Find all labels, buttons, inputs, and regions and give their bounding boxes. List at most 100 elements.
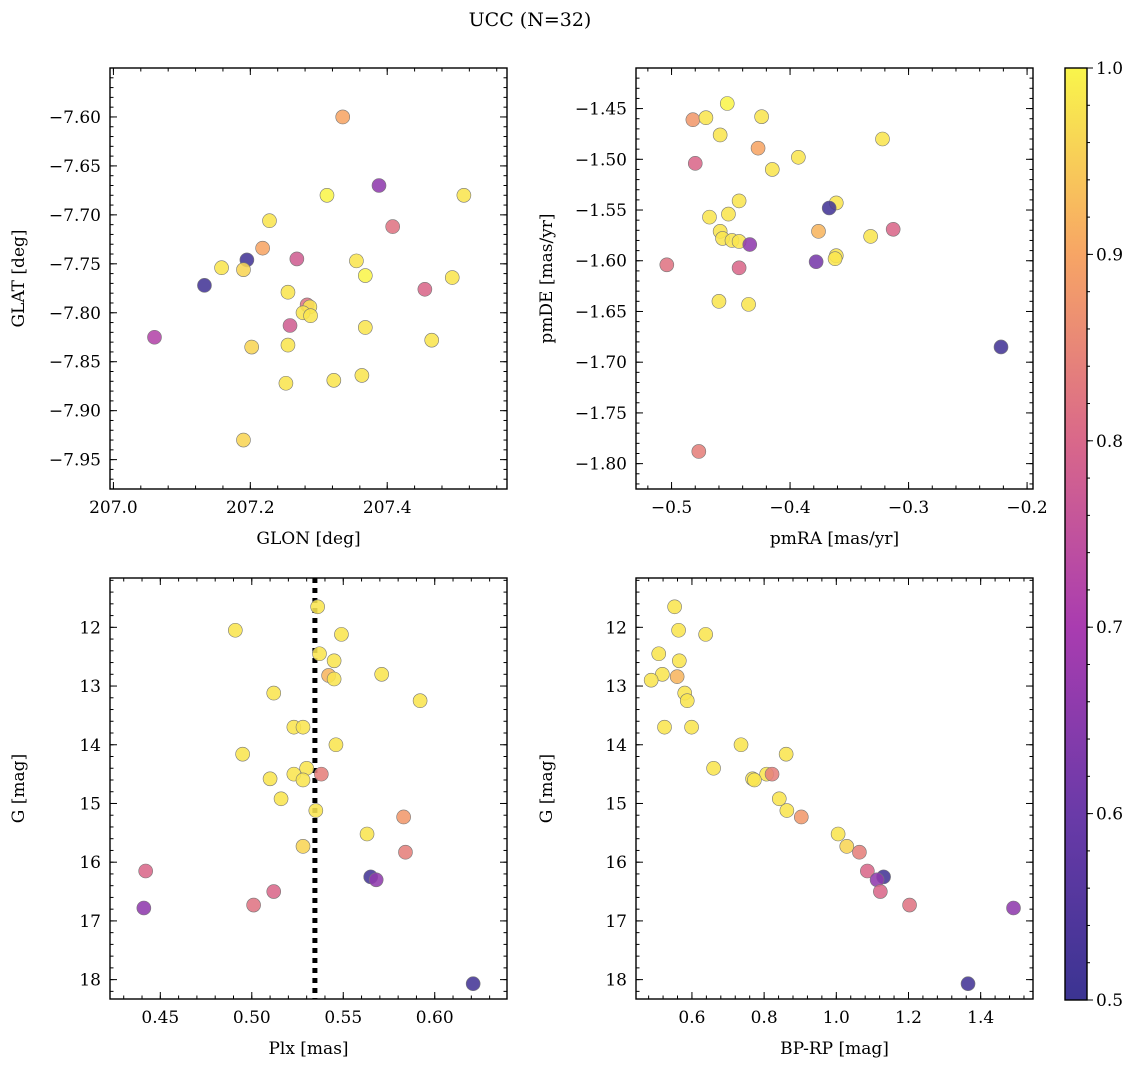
scatter-point xyxy=(444,270,460,285)
y-axis-label: pmDE [mas/yr] xyxy=(537,213,557,343)
y-tick-label: 14 xyxy=(79,736,101,756)
scatter-point xyxy=(398,844,413,860)
scatter-point xyxy=(659,257,675,273)
subplot-2: −0.5 −0.4 −0.3 −0.2 −1.80 −1.75 −1.70 −1.65 −1.6… xyxy=(537,67,1048,549)
scatter-point xyxy=(417,281,433,297)
scatter-point xyxy=(747,772,762,788)
x-axis-label: BP-RP [mag] xyxy=(780,1039,889,1059)
scatter-point xyxy=(719,96,735,111)
colorbar-ticks: 0.5 0.6 0.7 0.8 0.9 1.0 xyxy=(1087,59,1123,1011)
scatter-point xyxy=(672,653,687,669)
scatter-point xyxy=(354,368,370,383)
x-tick-label: −0.5 xyxy=(651,498,692,518)
scatter-point xyxy=(280,284,296,300)
colorbar-tick-label: 0.6 xyxy=(1096,805,1123,825)
y-tick-label: 12 xyxy=(79,618,101,638)
subplot-3: 0.45 0.50 0.55 0.60 12 13 14 15 16 17 18 Plx [mas] G… xyxy=(9,577,508,1059)
scatter-point xyxy=(266,685,282,701)
subplot-4: 0.6 0.8 1.0 1.2 1.4 12 13 14 15 16 17 18 BP-RP [mag]… xyxy=(537,577,1034,1059)
x-tick-label: 1.4 xyxy=(967,1008,994,1028)
scatter-point xyxy=(698,110,714,126)
scatter-point xyxy=(993,339,1009,355)
scatter-point xyxy=(754,109,769,124)
x-axis-label: pmRA [mas/yr] xyxy=(770,529,899,549)
scatter-point xyxy=(236,432,251,448)
scatter-point xyxy=(793,809,809,825)
scatter-point xyxy=(702,209,717,225)
scatter-point xyxy=(875,131,890,147)
scatter-point xyxy=(310,599,325,615)
scatter-point xyxy=(295,719,311,735)
y-axis-label: GLAT [deg] xyxy=(9,229,29,327)
scatter-point xyxy=(424,332,440,348)
scatter-point xyxy=(960,976,976,992)
scatter-point xyxy=(827,251,843,267)
scatter-point xyxy=(273,791,289,807)
scatter-point xyxy=(326,653,342,669)
scatter-point xyxy=(396,809,411,825)
scatter-point xyxy=(791,149,806,165)
scatter-point xyxy=(764,162,780,177)
scatter-point xyxy=(1006,900,1021,916)
scatter-point xyxy=(385,219,400,234)
scatter-point xyxy=(671,622,686,638)
x-tick-label: 0.55 xyxy=(324,1008,362,1028)
x-tick-label: 1.2 xyxy=(895,1008,922,1028)
y-tick-label: −1.60 xyxy=(575,252,627,272)
scatter-point xyxy=(711,294,727,309)
scatter-point xyxy=(885,221,901,237)
scatter-point xyxy=(136,900,152,916)
y-tick-label: 17 xyxy=(605,912,627,932)
scatter-point xyxy=(679,693,695,709)
x-tick-label: −0.4 xyxy=(769,498,810,518)
scatter-point xyxy=(244,339,259,355)
axes-frame xyxy=(109,67,508,490)
figure-title: UCC (N=32) xyxy=(469,9,592,31)
y-tick-label: 17 xyxy=(79,912,101,932)
y-tick-label: −1.45 xyxy=(575,100,627,120)
y-tick-label: 12 xyxy=(605,618,627,638)
scatter-point xyxy=(295,839,311,854)
scatter-point xyxy=(368,872,384,888)
scatter-point xyxy=(852,844,867,860)
scatter-point xyxy=(326,671,342,687)
scatter-point xyxy=(863,229,878,244)
scatter-point xyxy=(657,719,672,735)
y-tick-label: 18 xyxy=(605,971,627,991)
colorbar-tick-label: 0.7 xyxy=(1096,618,1123,638)
scatter-point xyxy=(349,253,364,269)
scatter-point xyxy=(147,329,162,345)
y-tick-label: 15 xyxy=(605,794,627,814)
colorbar-tick-label: 1.0 xyxy=(1096,59,1123,79)
scatter-point xyxy=(687,156,703,171)
scatter-point xyxy=(246,897,261,913)
scatter-point xyxy=(706,760,721,776)
scatter-point xyxy=(733,737,749,753)
y-tick-label: −7.85 xyxy=(49,353,101,373)
scatter-point xyxy=(371,178,387,193)
scatter-point xyxy=(236,262,251,277)
scatter-point xyxy=(778,746,794,762)
scatter-point xyxy=(358,320,373,335)
scatter-point xyxy=(651,646,667,662)
scatter-point xyxy=(282,318,298,333)
scatter-point xyxy=(197,278,212,293)
y-tick-label: −7.75 xyxy=(49,255,101,275)
y-tick-label: 13 xyxy=(605,677,627,697)
y-tick-label: −7.60 xyxy=(49,108,101,128)
scatter-point xyxy=(667,599,682,615)
y-tick-label: −1.70 xyxy=(575,353,627,373)
x-tick-label: −0.3 xyxy=(888,498,929,518)
scatter-point xyxy=(808,254,824,270)
y-tick-label: 16 xyxy=(605,853,627,873)
scatter-point xyxy=(262,771,278,787)
axes-frame xyxy=(109,577,508,1000)
scatter-point xyxy=(328,737,344,753)
scatter-point xyxy=(374,666,389,682)
scatter-point xyxy=(289,251,305,267)
scatter-point xyxy=(830,826,846,842)
y-tick-label: 14 xyxy=(605,736,627,756)
scatter-point xyxy=(235,746,250,762)
scatter-point xyxy=(742,237,758,252)
y-tick-label: 18 xyxy=(79,971,101,991)
